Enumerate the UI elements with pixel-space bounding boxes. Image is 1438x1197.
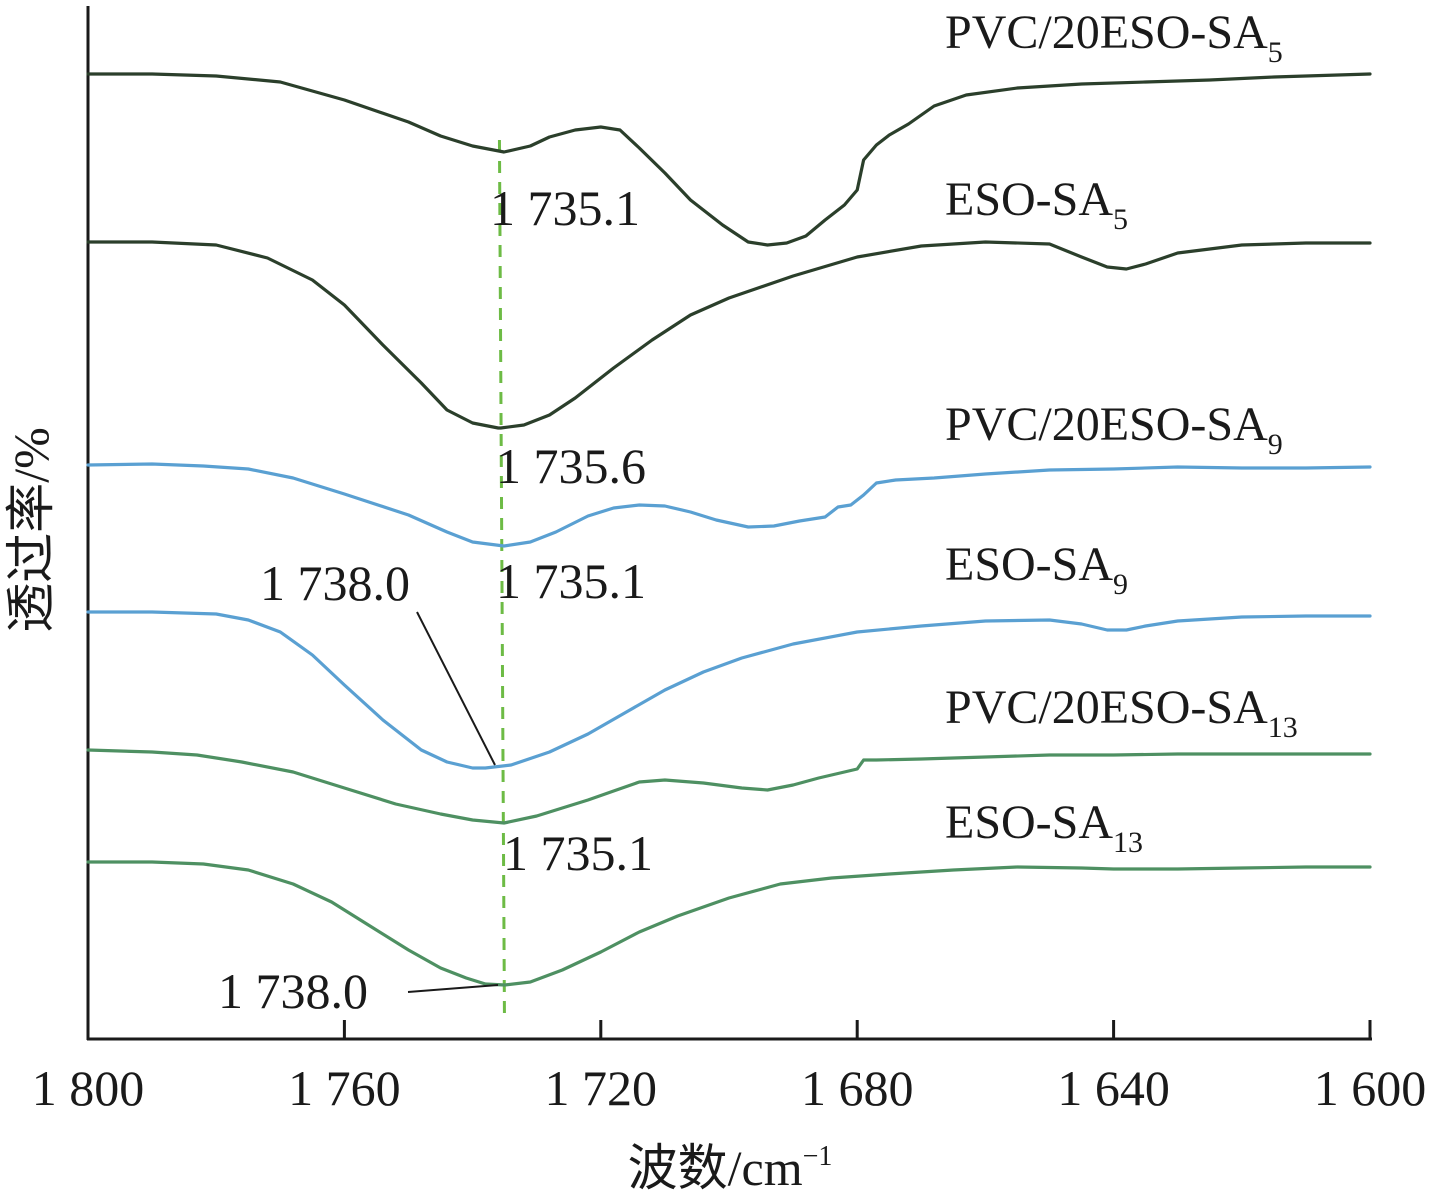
series-line-6 bbox=[86, 860, 1372, 987]
peak-label-3: 1 735.1 bbox=[496, 553, 646, 609]
x-tick-label: 1 800 bbox=[32, 1060, 145, 1116]
series-line-3 bbox=[86, 462, 1372, 548]
peak-leader-line-6 bbox=[407, 984, 499, 993]
series-label-2: ESO-SA5 bbox=[945, 173, 1128, 236]
series-label-1: PVC/20ESO-SA5 bbox=[945, 6, 1283, 69]
series-label-4: ESO-SA9 bbox=[945, 538, 1128, 601]
axes bbox=[86, 6, 1372, 1041]
series-label-3: PVC/20ESO-SA9 bbox=[945, 398, 1283, 461]
x-tick-label: 1 600 bbox=[1314, 1060, 1427, 1116]
x-axis-title-text: 波数/cm bbox=[628, 1140, 803, 1196]
y-axis-title: 透过率/% bbox=[3, 427, 59, 633]
x-tick-label: 1 760 bbox=[288, 1060, 401, 1116]
x-axis-title: 波数/cm−1 bbox=[628, 1140, 833, 1196]
peak-annotations: 1 735.1 1 735.6 1 735.1 1 738.0 1 735.1 1 738… bbox=[218, 180, 653, 1019]
peak-label-6: 1 738.0 bbox=[218, 963, 368, 1019]
series-line-5 bbox=[86, 748, 1372, 825]
series-labels: PVC/20ESO-SA5 ESO-SA5 PVC/20ESO-SA9 ESO-SA9… bbox=[945, 6, 1298, 859]
x-ticks: 1 800 1 760 1 720 1 680 1 640 1 600 bbox=[32, 1020, 1427, 1116]
peak-label-2: 1 735.6 bbox=[496, 438, 646, 494]
series-label-5: PVC/20ESO-SA13 bbox=[945, 681, 1298, 744]
series-label-6: ESO-SA13 bbox=[945, 796, 1143, 859]
x-tick-label: 1 640 bbox=[1057, 1060, 1170, 1116]
peak-label-4: 1 738.0 bbox=[260, 555, 410, 611]
x-tick-label: 1 720 bbox=[545, 1060, 658, 1116]
peak-leader-line-4 bbox=[416, 611, 496, 766]
series-line-1 bbox=[86, 72, 1372, 247]
x-axis-title-sup: −1 bbox=[803, 1141, 833, 1172]
series-line-2 bbox=[86, 240, 1372, 430]
x-tick-label: 1 680 bbox=[801, 1060, 914, 1116]
peak-label-1: 1 735.1 bbox=[490, 180, 640, 236]
peak-label-5: 1 735.1 bbox=[503, 825, 653, 881]
series-group bbox=[86, 72, 1372, 987]
series-line-4 bbox=[86, 610, 1372, 770]
